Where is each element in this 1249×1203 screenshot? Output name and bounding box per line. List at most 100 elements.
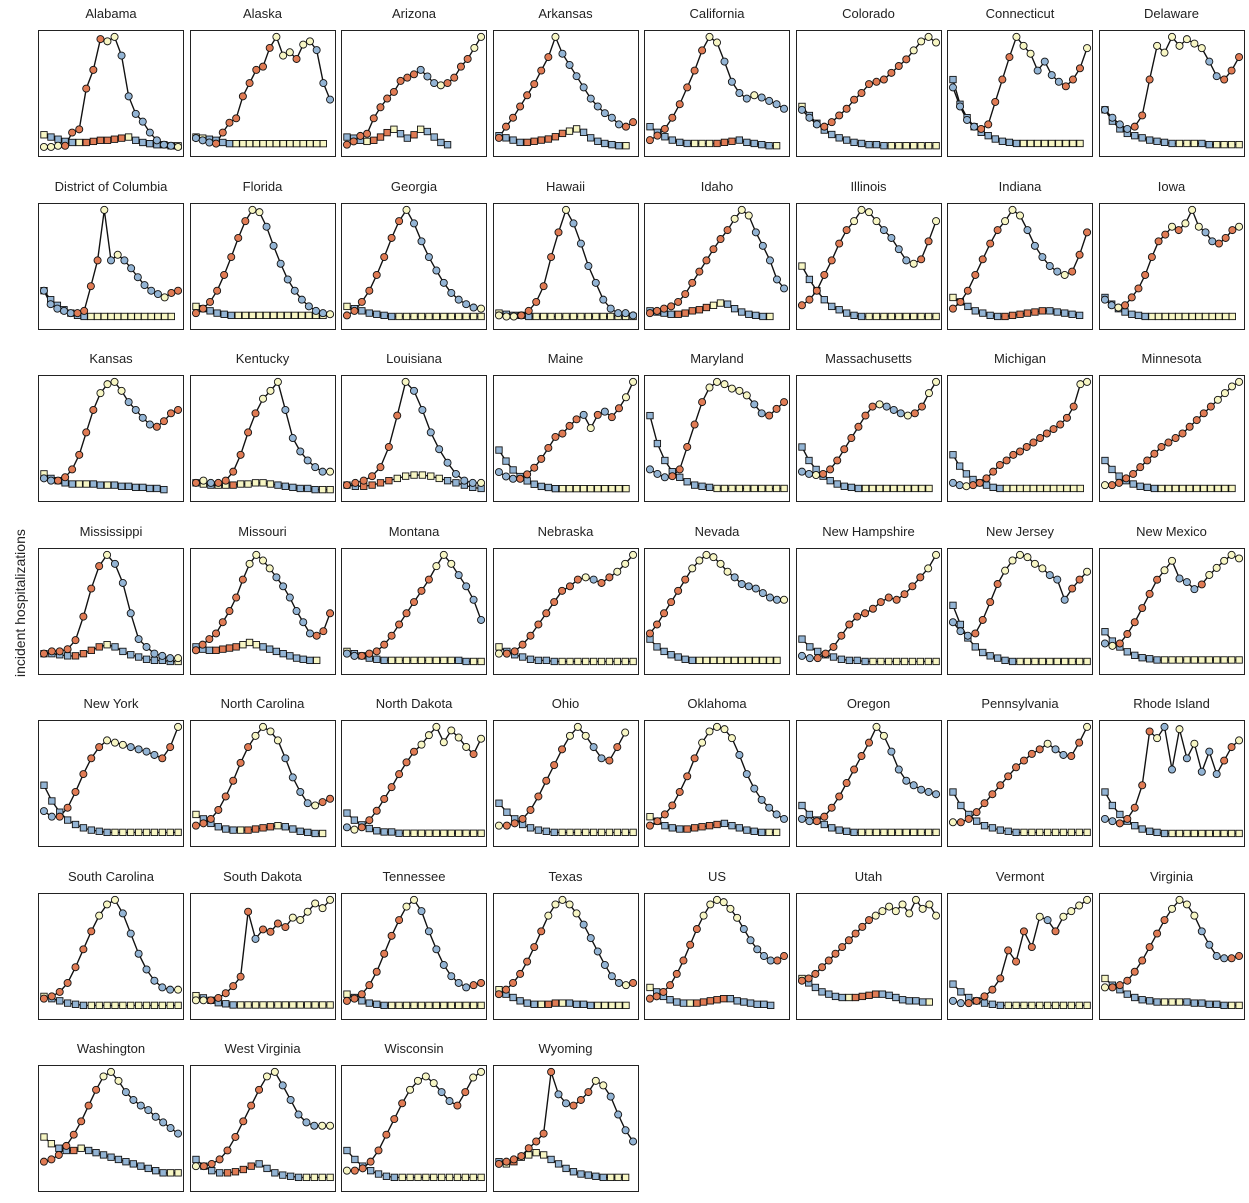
circle-point — [501, 122, 510, 131]
circle-point — [211, 139, 220, 148]
square-point — [273, 822, 282, 830]
circle-point — [948, 478, 957, 487]
circle-point — [61, 473, 70, 482]
circle-point — [1115, 639, 1124, 647]
square-point — [1181, 312, 1189, 320]
square-point — [231, 1168, 239, 1176]
square-point — [1220, 484, 1229, 493]
circle-point — [270, 1067, 279, 1076]
circle-point — [963, 631, 972, 640]
square-point — [614, 142, 623, 150]
square-point — [425, 656, 433, 664]
facet-plot-area — [38, 547, 184, 675]
square-point — [892, 657, 900, 665]
square-point — [231, 140, 240, 148]
circle-point — [758, 588, 767, 597]
circle-point — [948, 304, 957, 313]
circle-point — [114, 1076, 123, 1085]
square-point — [988, 824, 997, 832]
square-point — [1023, 308, 1032, 317]
square-point — [860, 657, 869, 665]
circle-point — [518, 814, 527, 823]
square-point — [373, 655, 381, 663]
circle-point — [597, 578, 606, 587]
circle-point — [628, 377, 637, 386]
circle-point — [864, 80, 873, 89]
circle-point — [645, 628, 654, 637]
circle-point — [857, 89, 865, 97]
circle-point — [668, 801, 677, 810]
circle-point — [735, 89, 744, 97]
square-point — [48, 797, 56, 805]
square-point — [558, 998, 566, 1007]
circle-point — [325, 467, 334, 476]
circle-point — [604, 756, 613, 765]
square-point — [318, 1173, 326, 1182]
square-point — [1008, 657, 1017, 665]
facet-plot-area — [947, 375, 1093, 502]
circle-point — [292, 606, 301, 615]
square-point — [82, 480, 90, 488]
square-point — [994, 312, 1002, 320]
circle-point — [621, 122, 630, 131]
square-point — [733, 996, 741, 1004]
circle-point — [469, 980, 478, 989]
circle-point — [1130, 122, 1139, 131]
circle-point — [702, 550, 711, 559]
circle-point — [174, 722, 183, 731]
square-point — [103, 828, 111, 837]
square-point — [440, 829, 448, 837]
circle-point — [82, 428, 91, 437]
square-point — [150, 1001, 159, 1009]
square-point — [797, 261, 806, 270]
circle-point — [221, 988, 230, 997]
circle-point — [804, 817, 813, 826]
square-point — [87, 826, 95, 834]
circle-point — [916, 254, 925, 263]
square-point — [119, 1001, 127, 1009]
square-point — [1201, 312, 1209, 320]
square-point — [140, 312, 149, 320]
circle-point — [797, 814, 806, 823]
circle-point — [830, 949, 839, 958]
square-point — [1182, 655, 1191, 664]
circle-point — [350, 306, 359, 315]
circle-point — [550, 432, 559, 441]
square-point — [437, 138, 445, 147]
circle-point — [998, 75, 1007, 84]
circle-point — [1137, 603, 1146, 612]
square-point — [79, 649, 88, 657]
circle-point — [55, 987, 64, 996]
facet-plot-area — [189, 547, 336, 675]
circle-point — [206, 995, 215, 1004]
square-point — [840, 482, 848, 490]
circle-point — [118, 578, 127, 587]
square-point — [597, 828, 605, 837]
square-point — [376, 479, 385, 487]
facet-title: Alaska — [242, 6, 283, 21]
facet-panel: Arkansas — [492, 0, 639, 160]
circle-point — [402, 902, 411, 911]
square-point — [96, 481, 105, 489]
square-point — [916, 657, 924, 665]
circle-point — [215, 1155, 224, 1164]
square-point — [122, 1158, 130, 1166]
circle-point — [683, 83, 692, 92]
square-point — [561, 1164, 570, 1173]
facet-plot-area — [795, 202, 942, 330]
square-point — [854, 484, 862, 493]
facet-svg — [39, 895, 183, 1009]
square-point — [750, 827, 758, 835]
square-point — [758, 140, 766, 149]
square-point — [949, 788, 957, 796]
circle-series-line — [346, 36, 482, 146]
circle-point — [1075, 250, 1084, 259]
circle-point — [288, 913, 297, 922]
square-point — [842, 827, 850, 835]
circle-point — [47, 991, 56, 1000]
square-point — [373, 310, 381, 318]
square-point — [243, 1000, 252, 1009]
square-point — [902, 828, 910, 837]
circle-point — [628, 310, 637, 319]
facet-plot-area — [341, 892, 487, 1020]
